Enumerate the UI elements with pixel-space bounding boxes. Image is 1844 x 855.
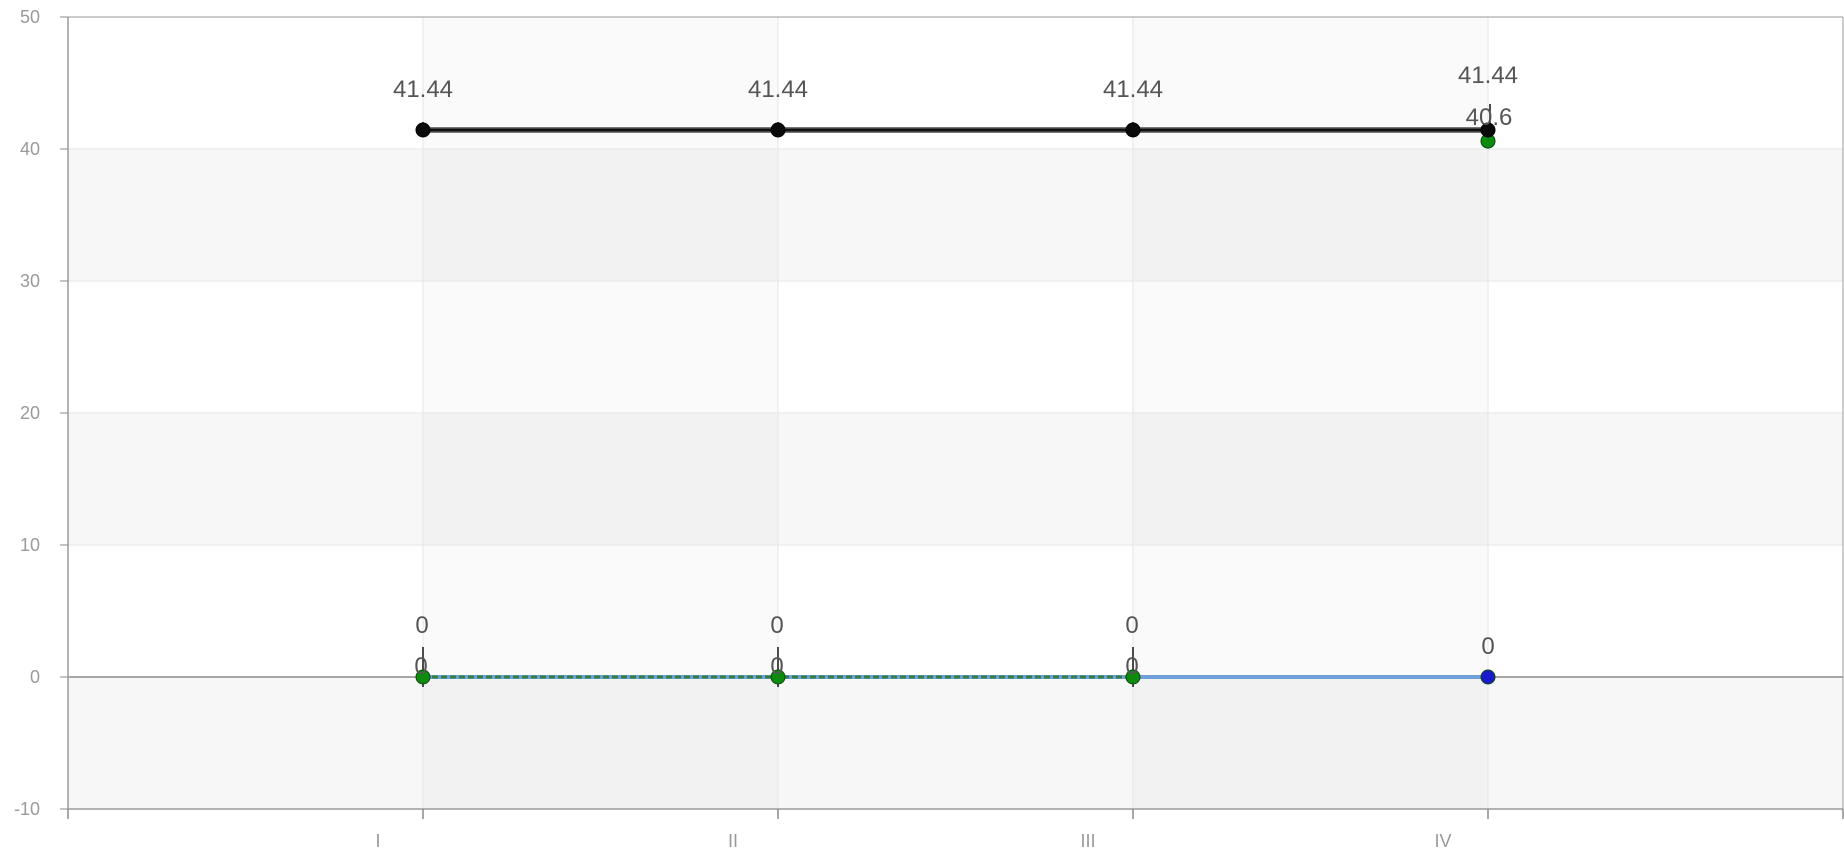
series-point-green: [1125, 669, 1141, 685]
data-label-green: 0: [1125, 653, 1138, 680]
x-axis-category-label: I: [375, 831, 380, 851]
x-axis-category-label: II: [728, 831, 738, 851]
plot-band: [68, 545, 1843, 677]
data-label-green: 40.6: [1466, 104, 1513, 131]
series-point-blue: [1480, 669, 1496, 685]
data-label-blue: 0: [1125, 612, 1138, 639]
y-axis-tick-label: 40: [20, 139, 40, 159]
plot-band: [68, 149, 1843, 281]
series-layer: [415, 104, 1496, 687]
data-label-green: 0: [414, 653, 427, 680]
data-label-blue: 0: [415, 612, 428, 639]
y-axis-tick-label: 30: [20, 271, 40, 291]
plot-band: [68, 413, 1843, 545]
data-label-blue: 0: [770, 612, 783, 639]
y-axis-tick-label: -10: [14, 799, 40, 819]
plot-band: [68, 677, 1843, 809]
plot-band: [68, 281, 1843, 413]
data-label-black: 41.44: [393, 76, 453, 103]
x-axis-category-label: III: [1080, 831, 1095, 851]
plot-background-bands: [68, 17, 1843, 809]
series-point-black: [415, 122, 431, 138]
y-axis-tick-label: 20: [20, 403, 40, 423]
x-axis-category-label: IV: [1434, 831, 1451, 851]
series-point-green: [770, 669, 786, 685]
data-label-black: 41.44: [1103, 76, 1163, 103]
data-labels-layer: 41.44 41.44 41.44 41.44 0 0 0 40.6 0 0 0 0: [393, 62, 1518, 680]
series-point-black: [1125, 122, 1141, 138]
y-axis-tick-label: 0: [30, 667, 40, 687]
series-point-black: [1480, 122, 1496, 138]
y-axis-tick-label: 50: [20, 7, 40, 27]
data-label-green: 0: [770, 653, 783, 680]
data-label-black: 41.44: [748, 76, 808, 103]
series-point-green: [415, 669, 431, 685]
data-label-blue: 0: [1481, 633, 1494, 660]
series-point-black: [770, 122, 786, 138]
y-axis-tick-label: 10: [20, 535, 40, 555]
data-label-black: 41.44: [1458, 62, 1518, 89]
